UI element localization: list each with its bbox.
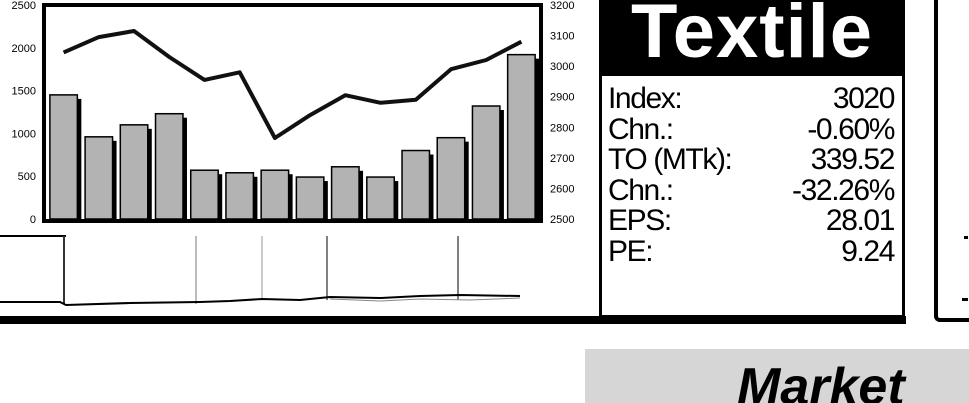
right-axis-ticks: 3200 3100 3000 2900 2800 2700 2600 2500: [550, 0, 574, 226]
bar: [119, 124, 149, 220]
sector-title: Textile: [602, 0, 902, 76]
bar-series: [49, 53, 540, 220]
stat-row: TO (MTk): 339.52: [608, 143, 896, 176]
bar: [295, 176, 325, 220]
right-tick-label: 3100: [550, 31, 574, 43]
sector-chart: 2500 2000 1500 1000 500 0 3200 3100 3000 2900 280…: [0, 0, 574, 307]
bar: [366, 176, 396, 220]
left-axis-ticks: 2500 2000 1500 1000 500 0: [12, 0, 36, 226]
volume-strip: [0, 235, 521, 307]
bar: [189, 169, 219, 220]
bar: [506, 53, 536, 220]
stat-row: Index: 3020: [608, 82, 896, 115]
right-tick-label: 2800: [550, 122, 574, 134]
next-panel-edge: [934, 0, 969, 322]
left-tick-label: 2500: [12, 0, 36, 12]
bar: [330, 166, 360, 220]
left-tick-label: 1500: [12, 86, 36, 98]
stats-list: Index: 3020 Chn.: -0.60% TO (MTk): 339.52 C…: [608, 82, 896, 268]
volume-trace: [0, 293, 521, 307]
stat-value: 339.52: [810, 143, 896, 176]
bar: [436, 136, 466, 220]
stat-label: TO (MTk):: [608, 143, 733, 176]
stat-row: PE: 9.24: [608, 234, 895, 268]
left-tick-label: 0: [30, 214, 36, 226]
stat-value: -0.60%: [807, 112, 895, 146]
bar: [260, 169, 290, 220]
market-title: Market: [737, 358, 905, 403]
bar: [225, 172, 255, 220]
stat-row: Chn.: -0.60%: [608, 112, 895, 146]
right-tick-label: 3000: [550, 61, 574, 73]
panel-fragment: [964, 236, 968, 239]
right-tick-label: 2600: [550, 183, 574, 195]
bar: [84, 136, 114, 220]
stat-value: -32.26%: [792, 173, 895, 207]
stat-label: EPS:: [608, 204, 672, 237]
left-tick-label: 2000: [12, 43, 36, 55]
stat-label: Index:: [608, 82, 683, 115]
bar: [401, 149, 431, 220]
left-tick-label: 1000: [12, 128, 36, 140]
stat-row: Chn.: -32.26%: [608, 173, 895, 207]
right-tick-label: 2700: [550, 153, 574, 165]
left-tick-label: 500: [18, 171, 36, 183]
index-line: [62, 29, 523, 140]
bar: [471, 105, 501, 220]
right-tick-label: 2500: [550, 214, 574, 226]
stat-label: PE:: [608, 234, 654, 268]
bar: [154, 112, 184, 220]
stat-value: 3020: [832, 82, 896, 115]
market-banner: Market: [585, 349, 969, 403]
stat-value: 9.24: [841, 234, 895, 268]
section-divider: [0, 316, 906, 324]
panel-fragment: [962, 298, 968, 301]
right-tick-label: 3200: [550, 0, 574, 12]
stat-label: Chn.:: [608, 112, 674, 146]
sector-index-panel: Textile Index: 3020 Chn.: -0.60% TO (MTk):…: [599, 0, 905, 318]
stat-label: Chn.:: [608, 173, 674, 207]
volume-trace-light: [329, 297, 521, 302]
right-tick-label: 2900: [550, 92, 574, 104]
stat-value: 28.01: [825, 204, 895, 237]
stat-row: EPS: 28.01: [608, 204, 895, 237]
bar: [49, 94, 79, 220]
